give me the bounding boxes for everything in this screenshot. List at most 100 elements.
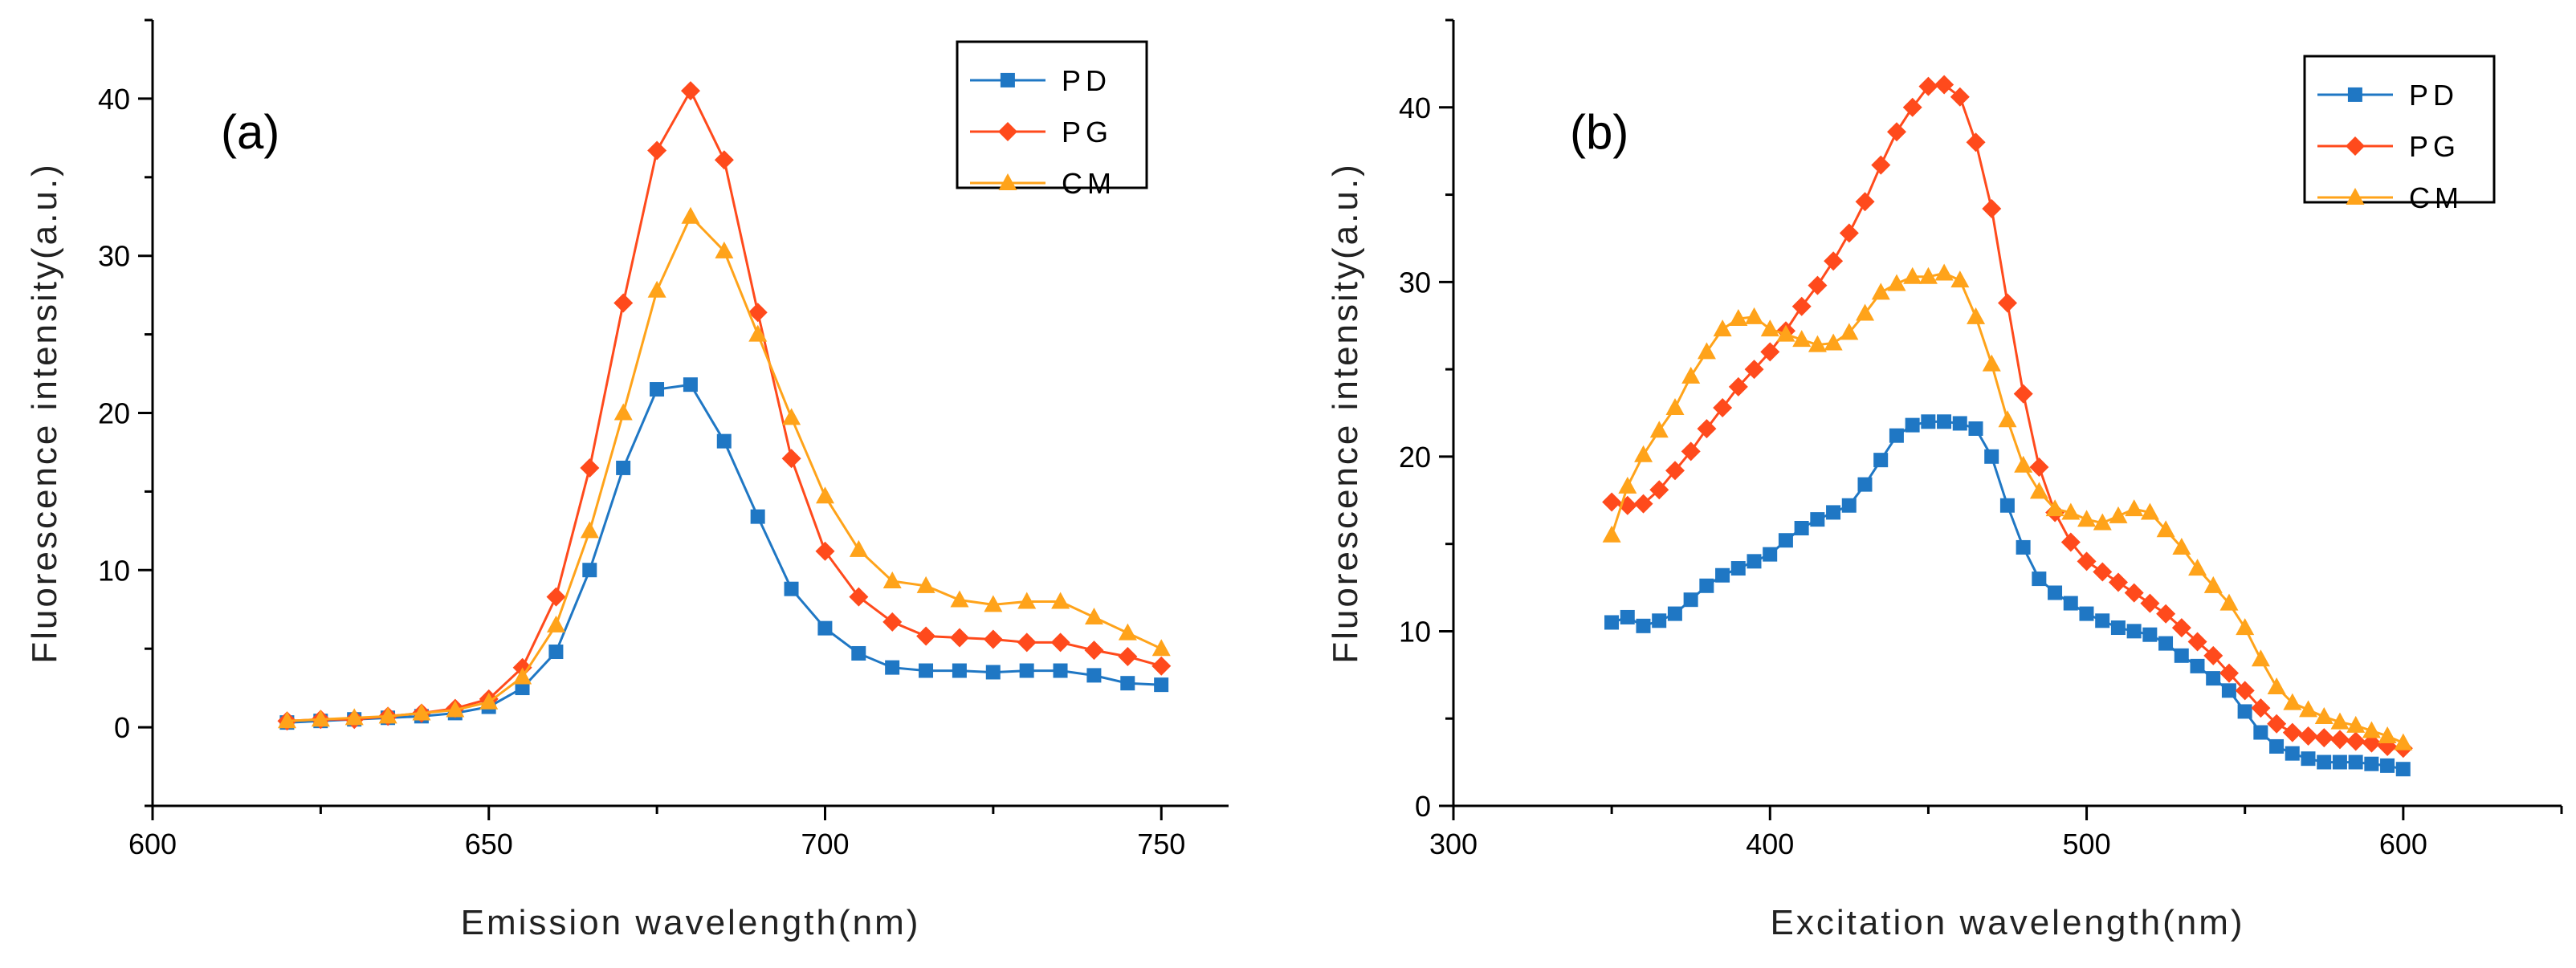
- data-point-pd: [1652, 613, 1667, 628]
- data-point-pd: [784, 581, 799, 596]
- data-point-pd: [851, 645, 866, 661]
- data-point-cm: [1918, 266, 1938, 284]
- data-point-cm: [715, 241, 734, 258]
- data-point-pg: [1017, 632, 1037, 653]
- series-cm: [278, 206, 1171, 729]
- data-point-pg: [613, 293, 634, 313]
- data-point-pd: [515, 681, 530, 696]
- data-point-pg: [1950, 87, 1970, 107]
- data-point-pd: [2364, 756, 2379, 771]
- data-point-pg: [1966, 132, 1986, 153]
- chart-panel-a: 600 650 700 750 0 10 20 30 40 Emission wavelength…: [0, 0, 1285, 968]
- data-point-cm: [2394, 733, 2413, 750]
- data-point-cm: [2362, 721, 2381, 738]
- legend: PD PG CM: [2303, 55, 2496, 214]
- data-point-cm: [1618, 476, 1637, 494]
- data-point-pg: [2251, 698, 2271, 718]
- data-point-pg: [2203, 645, 2223, 665]
- data-point-pg: [983, 629, 1003, 649]
- y-tick-label: 20: [1399, 441, 1431, 474]
- data-point-cm: [950, 590, 969, 608]
- legend-label: PD: [1062, 64, 1111, 97]
- data-point-pg: [2140, 593, 2160, 613]
- data-point-cm: [1118, 623, 1137, 641]
- data-point-cm: [1967, 307, 1986, 324]
- y-axis-title: Fluorescence intensity(a.u.): [1326, 162, 1365, 663]
- data-point-pg: [580, 458, 600, 478]
- data-point-cm: [2045, 499, 2064, 517]
- data-point-cm: [1792, 330, 1812, 348]
- x-axis-title: Excitation wavelength(nm): [1770, 903, 2244, 942]
- data-point-pg: [748, 303, 768, 323]
- data-point-pd: [1763, 547, 1778, 562]
- data-point-pg: [681, 81, 700, 101]
- data-point-pg: [1084, 641, 1104, 661]
- x-tick-label: 400: [1746, 828, 1794, 860]
- legend-swatch-marker: [2347, 87, 2362, 102]
- data-point-pd: [2332, 754, 2347, 770]
- data-point-pd: [885, 660, 900, 675]
- data-point-pd: [1826, 505, 1841, 520]
- data-point-pg: [2362, 733, 2382, 753]
- x-tick-label: 750: [1137, 828, 1185, 860]
- y-tick-label: 20: [98, 397, 130, 430]
- data-point-pd: [1857, 477, 1873, 492]
- data-point-cm: [2061, 502, 2081, 520]
- data-point-pd: [1053, 663, 1068, 678]
- data-point-pg: [1982, 198, 2002, 218]
- data-point-pg: [1871, 155, 1891, 175]
- data-point-pd: [2206, 671, 2221, 686]
- data-point-cm: [2093, 513, 2112, 531]
- x-axis-title: Emission wavelength(nm): [461, 903, 921, 942]
- data-point-cm: [1713, 319, 1732, 337]
- data-point-pg: [2282, 722, 2302, 742]
- data-point-cm: [882, 571, 902, 589]
- data-point-pg: [1697, 419, 1717, 439]
- emission-chart: 600 650 700 750 0 10 20 30 40 Emission wavelength…: [25, 18, 1229, 942]
- data-point-cm: [681, 206, 700, 224]
- data-point-pg: [781, 449, 801, 469]
- data-point-pd: [1968, 421, 1983, 436]
- data-point-pg: [2077, 551, 2097, 571]
- data-point-cm: [1982, 354, 2001, 372]
- data-point-cm: [1808, 335, 1827, 352]
- data-point-cm: [2172, 538, 2191, 555]
- data-point-pd: [1683, 592, 1698, 608]
- data-point-cm: [2267, 677, 2286, 695]
- data-point-cm: [2346, 715, 2366, 733]
- data-point-pd: [2221, 683, 2236, 698]
- data-point-cm: [2140, 502, 2159, 520]
- data-point-cm: [1085, 608, 1103, 625]
- data-point-cm: [2236, 618, 2255, 636]
- data-point-pd: [1921, 414, 1936, 429]
- data-point-pg: [1808, 275, 1828, 295]
- data-point-pd: [1604, 615, 1620, 630]
- series-pg: [1602, 75, 2413, 759]
- data-point-cm: [580, 521, 599, 539]
- data-point-pg: [1713, 397, 1733, 417]
- data-point-pg: [1050, 632, 1070, 653]
- data-point-cm: [1151, 639, 1171, 657]
- data-point-cm: [2029, 482, 2048, 499]
- y-axis-title: Fluorescence intensity(a.u.): [25, 162, 64, 663]
- data-point-pd: [1699, 578, 1714, 593]
- data-point-pd: [2063, 596, 2078, 611]
- data-point-pd: [1794, 520, 1809, 535]
- data-point-pd: [2301, 751, 2316, 767]
- series-line-pd: [1611, 420, 2404, 771]
- data-point-pd: [1715, 567, 1730, 583]
- data-point-cm: [1903, 266, 1922, 284]
- data-point-pg: [1665, 461, 1685, 481]
- data-point-pd: [2237, 704, 2252, 719]
- data-point-pd: [1984, 449, 1999, 464]
- data-point-pg: [1151, 656, 1172, 676]
- data-point-cm: [1017, 592, 1037, 609]
- panel-label: (b): [1570, 105, 1628, 159]
- legend-box: [2303, 55, 2496, 204]
- data-point-cm: [2219, 593, 2239, 611]
- x-tick-label: 700: [801, 828, 849, 860]
- data-point-cm: [1697, 342, 1716, 360]
- data-point-pg: [1649, 480, 1669, 500]
- data-point-pg: [2013, 384, 2033, 404]
- data-point-cm: [984, 595, 1003, 612]
